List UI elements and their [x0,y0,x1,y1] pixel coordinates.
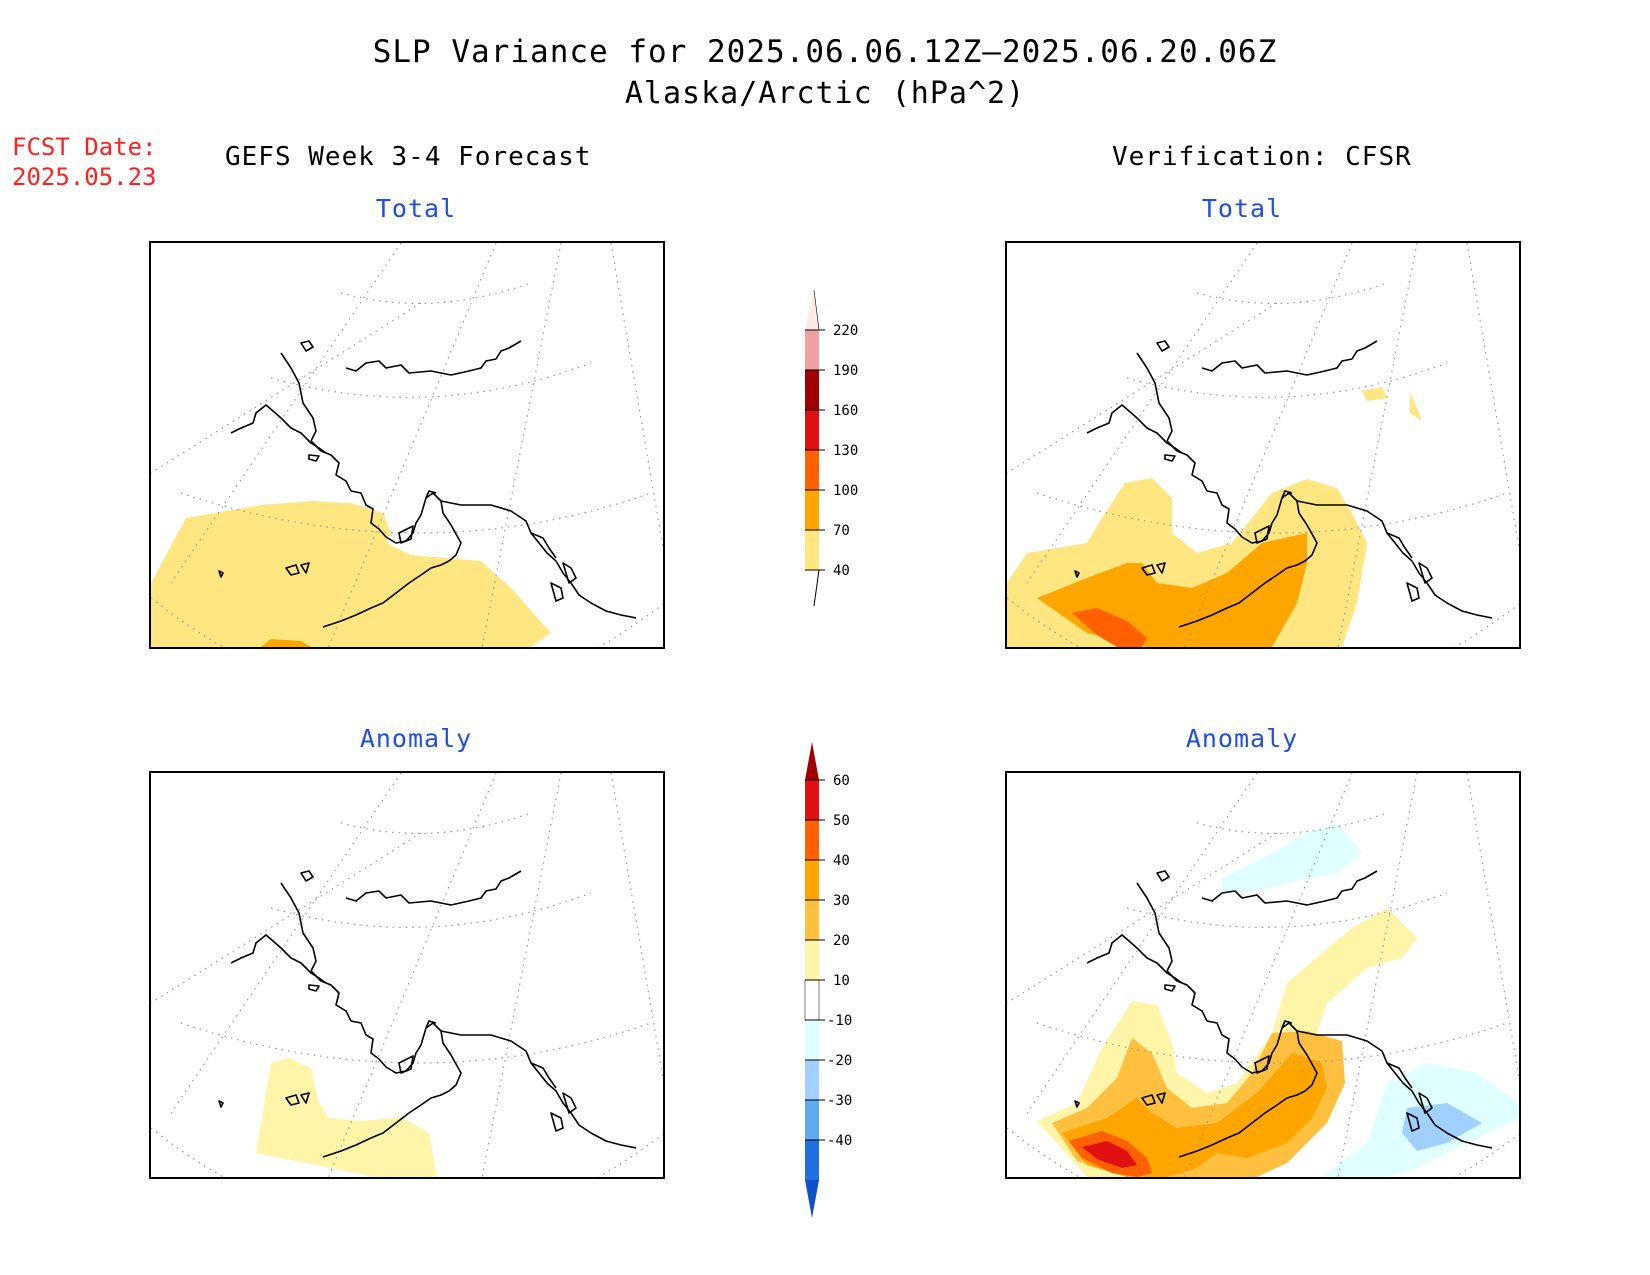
anomaly-colorbar-label: 50 [833,813,850,829]
total-colorbar-svg: 40 70 100 130 160 190 220 [805,289,858,607]
total-colorbar-label: 160 [833,403,858,419]
total-colorbar-label: 100 [833,483,858,499]
forecast-anomaly-map [149,771,665,1179]
anomaly-colorbar-swatch [805,1140,819,1180]
verification-anomaly-title: Anomaly [1185,724,1299,753]
verification-anomaly-50-60-region [1082,1141,1137,1168]
total-colorbar-label: 220 [833,323,858,339]
verification-total-map-svg [1007,243,1519,647]
fcst-date-value: 2025.05.23 [12,163,157,191]
forecast-anomaly-title: Anomaly [359,724,473,753]
total-colorbar-label: 190 [833,363,858,379]
anomaly-colorbar-swatch [805,1100,819,1140]
verification-anomaly-map-svg [1007,773,1519,1177]
total-colorbar-label: 130 [833,443,858,459]
verification-total-title: Total [1201,194,1283,223]
forecast-anomaly-map-svg [151,773,663,1177]
anomaly-colorbar-swatch [805,940,819,980]
anomaly-colorbar-top-tail [805,742,819,780]
verification-total-northeast-patch [1410,393,1422,421]
total-colorbar-swatch [805,490,819,530]
anomaly-colorbar-label: 40 [833,853,850,869]
anomaly-colorbar-label: 10 [833,973,850,989]
verification-total-north-patch [1362,387,1387,401]
anomaly-colorbar-swatch [805,860,819,900]
subtitle: Alaska/Arctic (hPa^2) [624,76,1026,111]
anomaly-colorbar-swatch [805,780,819,820]
verification-anomaly-light-cyan-north [1222,823,1362,893]
forecast-column-title: GEFS Week 3-4 Forecast [225,142,592,172]
total-colorbar-label: 40 [833,563,850,579]
anomaly-colorbar-swatch [804,979,820,1021]
fcst-date-label: FCST Date: [12,133,157,161]
total-colorbar-top-tail [805,289,820,331]
verification-column-title: Verification: CFSR [1112,142,1412,172]
anomaly-colorbar-swatch [805,900,819,940]
anomaly-colorbar-label: -20 [827,1053,852,1069]
anomaly-colorbar-swatch [805,1020,819,1060]
anomaly-colorbar-svg: 60 50 40 30 20 10 -10 -20 -30 -40 [804,742,852,1218]
main-title: SLP Variance for 2025.06.06.12Z—2025.06.… [372,34,1278,70]
anomaly-colorbar: 60 50 40 30 20 10 -10 -20 -30 -40 [790,740,880,1218]
total-colorbar-bottom-tail [805,569,820,607]
forecast-total-map [149,241,665,649]
forecast-anomaly-10-20-region [256,1058,437,1177]
anomaly-colorbar-label: 60 [833,773,850,789]
forecast-total-title: Total [375,194,457,223]
anomaly-colorbar-label: -40 [827,1133,852,1149]
total-colorbar: 40 70 100 130 160 190 220 [790,270,880,610]
forecast-total-map-svg [151,243,663,647]
forecast-total-70-100-region [261,639,311,647]
verification-anomaly-light-blue-east [1402,1103,1482,1151]
anomaly-colorbar-bottom-tail [805,1180,819,1218]
total-colorbar-swatch [805,530,819,570]
forecast-total-40-70-region [151,501,551,647]
total-colorbar-swatch [805,370,819,410]
anomaly-colorbar-swatch [805,1060,819,1100]
anomaly-colorbar-label: -10 [827,1013,852,1029]
verification-anomaly-map [1005,771,1521,1179]
anomaly-colorbar-label: 30 [833,893,850,909]
total-colorbar-label: 70 [833,523,850,539]
total-colorbar-swatch [805,450,819,490]
verification-total-100-130-region [1072,608,1147,647]
total-colorbar-swatch [805,410,819,450]
anomaly-colorbar-label: -30 [827,1093,852,1109]
total-colorbar-swatch [805,330,819,370]
anomaly-colorbar-swatch [805,820,819,860]
anomaly-colorbar-label: 20 [833,933,850,949]
verification-total-map [1005,241,1521,649]
